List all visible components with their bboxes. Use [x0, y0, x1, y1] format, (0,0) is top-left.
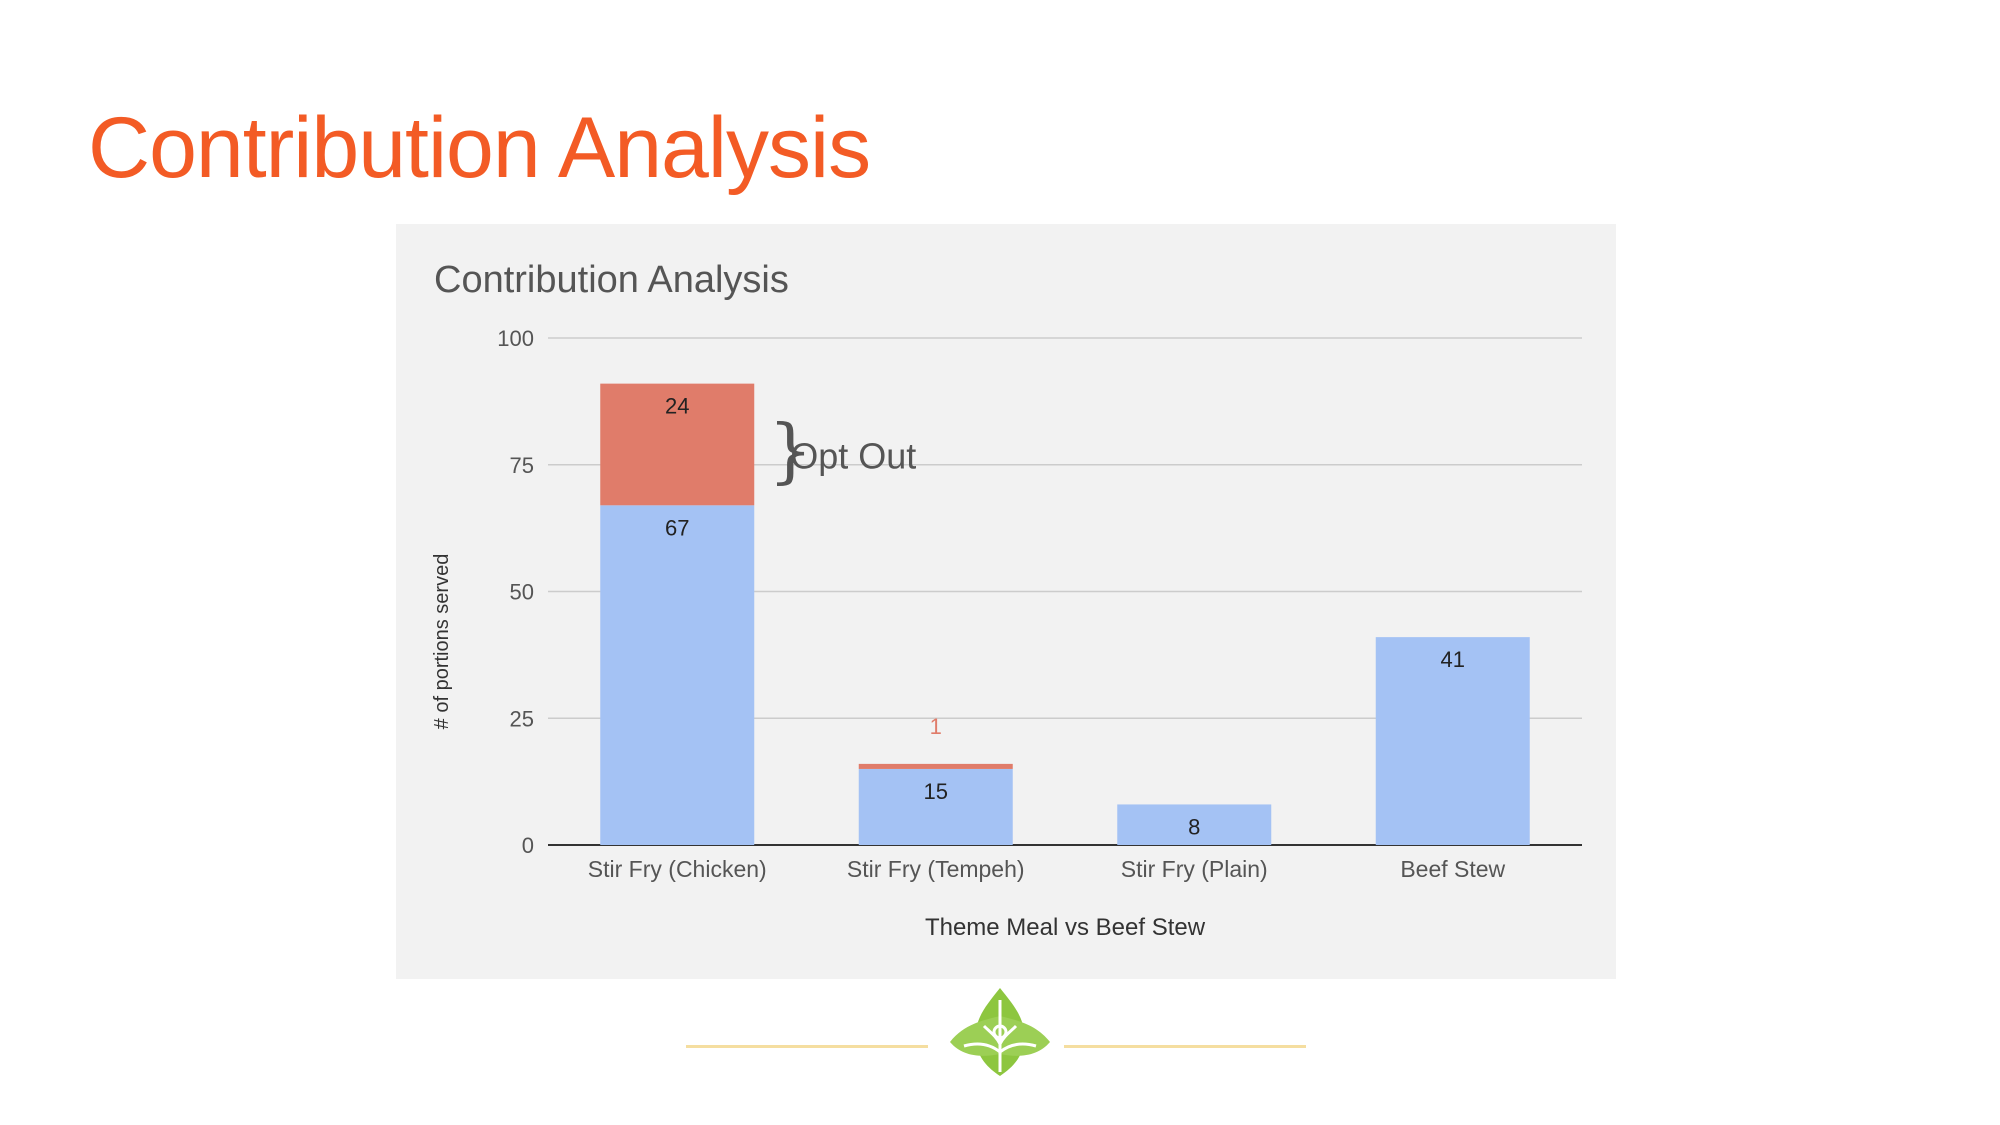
axis-ticks: 0 25 50 75 100 Stir Fry (Chicken) Stir Fry (Te… — [497, 326, 1505, 882]
bars — [600, 383, 1530, 845]
y-tick-label: 0 — [522, 833, 534, 858]
opt-out-brace: } — [768, 410, 813, 492]
slide-title: Contribution Analysis — [88, 100, 871, 196]
data-label-1-series-0: 15 — [924, 779, 948, 804]
y-tick-label: 100 — [497, 326, 534, 351]
bar-chart: Contribution Analysis 67 24 15 1 8 41 0 25 50 75… — [431, 259, 1582, 941]
y-tick-label: 50 — [510, 580, 534, 605]
data-label-2-series-0: 8 — [1188, 814, 1200, 839]
x-axis-label: Theme Meal vs Beef Stew — [925, 914, 1206, 941]
bar-1-series-0 — [858, 768, 1013, 845]
bar-0-series-1 — [600, 383, 755, 506]
chart-panel: Contribution Analysis 67 24 15 1 8 41 0 25 50 75… — [396, 224, 1616, 979]
footer-divider-right — [1064, 1045, 1306, 1048]
opt-out-label: Opt Out — [790, 436, 916, 477]
data-label-0-series-1: 24 — [665, 394, 689, 419]
x-tick-label: Beef Stew — [1400, 856, 1505, 882]
data-label-3-series-0: 41 — [1441, 647, 1465, 672]
y-tick-label: 75 — [510, 453, 534, 478]
bar-1-series-1 — [858, 763, 1013, 769]
data-label-1-series-1: 1 — [930, 714, 942, 739]
x-tick-label: Stir Fry (Tempeh) — [847, 856, 1025, 882]
data-label-0-series-0: 67 — [665, 515, 689, 540]
y-tick-label: 25 — [510, 706, 534, 731]
bar-3-series-0 — [1375, 637, 1530, 845]
y-axis-label: # of portions served — [431, 554, 453, 730]
data-labels: 67 24 15 1 8 41 — [665, 394, 1465, 840]
x-tick-label: Stir Fry (Plain) — [1121, 856, 1268, 882]
chart-title: Contribution Analysis — [434, 259, 789, 301]
bar-0-series-0 — [600, 505, 755, 845]
x-tick-label: Stir Fry (Chicken) — [588, 856, 767, 882]
footer-divider-left — [686, 1045, 928, 1048]
leaf-logo-icon — [950, 988, 1050, 1076]
bar-2-series-0 — [1117, 804, 1272, 845]
